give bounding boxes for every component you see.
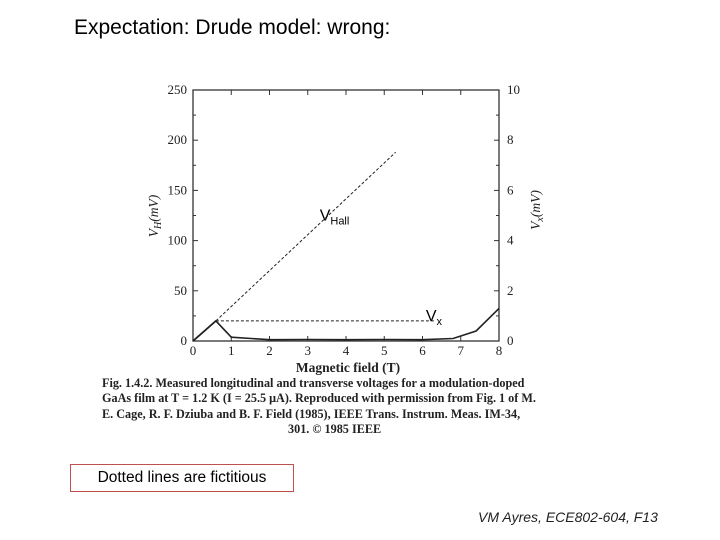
x-tick-label: 5: [381, 343, 388, 358]
series-line: [192, 307, 500, 342]
y-right-tick-label: 6: [507, 182, 514, 197]
x-axis-label: Magnetic field (T): [296, 360, 400, 375]
caption-line: Fig. 1.4.2. Measured longitudinal and tr…: [102, 376, 525, 390]
x-tick-label: 8: [496, 343, 503, 358]
x-tick-label: 4: [343, 343, 350, 358]
x-tick-label: 7: [458, 343, 465, 358]
x-tick-label: 2: [266, 343, 273, 358]
y-left-axis-label: VH(mV): [146, 194, 164, 237]
caption-line: GaAs film at T = 1.2 K (I = 25.5 μA). Re…: [102, 391, 536, 406]
x-tick-label: 6: [419, 343, 426, 358]
series-annotation: Vx: [426, 308, 443, 328]
fictitious-lines-note: Dotted lines are fictitious: [70, 464, 294, 492]
caption-line: 301. © 1985 IEEE: [288, 421, 382, 436]
y-left-tick-label: 0: [181, 333, 188, 348]
y-right-tick-label: 10: [507, 82, 520, 97]
slide-footer: VM Ayres, ECE802-604, F13: [478, 509, 658, 525]
y-left-tick-label: 200: [168, 132, 188, 147]
y-right-tick-label: 2: [507, 283, 514, 298]
y-left-tick-label: 150: [168, 182, 188, 197]
figure-caption: Fig. 1.4.2. Measured longitudinal and tr…: [102, 376, 594, 437]
y-right-axis-label: Vx(mV): [528, 190, 546, 230]
series-line: [215, 151, 397, 322]
x-tick-label: 1: [228, 343, 235, 358]
y-right-tick-label: 4: [507, 233, 514, 248]
y-left-tick-label: 250: [168, 82, 188, 97]
y-left-tick-label: 100: [168, 233, 188, 248]
x-tick-label: 3: [305, 343, 312, 358]
y-right-tick-label: 8: [507, 132, 514, 147]
caption-line: E. Cage, R. F. Dziuba and B. F. Field (1…: [102, 406, 521, 421]
y-left-tick-label: 50: [174, 283, 187, 298]
slide-title: Expectation: Drude model: wrong:: [74, 16, 391, 39]
x-tick-label: 0: [190, 343, 197, 358]
series-annotation: VHall: [320, 208, 350, 228]
y-right-tick-label: 0: [507, 333, 514, 348]
